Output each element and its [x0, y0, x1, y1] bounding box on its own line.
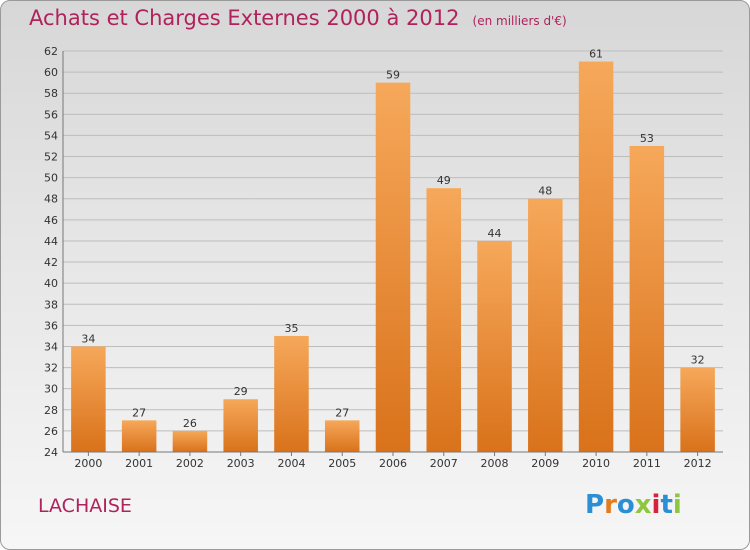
x-tick-label: 2003: [227, 457, 255, 470]
y-tick-label: 58: [44, 87, 58, 100]
bar: [578, 61, 614, 452]
x-tick-label: 2009: [531, 457, 559, 470]
data-label: 34: [81, 332, 95, 345]
data-label: 61: [589, 48, 603, 61]
bar: [375, 82, 411, 452]
x-tick-label: 2006: [379, 457, 407, 470]
data-label: 48: [538, 185, 552, 198]
data-label: 44: [488, 227, 502, 240]
bars: 34 27 26 29 35 27 59 49 44 48 61 53 32: [71, 48, 715, 452]
chart-subtitle: (en milliers d'€): [472, 14, 567, 28]
logo-letter: o: [616, 490, 635, 520]
x-tick-label: 2007: [430, 457, 458, 470]
title-block: Achats et Charges Externes 2000 à 2012 (…: [29, 6, 567, 30]
data-label: 26: [183, 417, 197, 430]
chart-title: Achats et Charges Externes 2000 à 2012: [29, 6, 460, 30]
y-tick-label: 32: [44, 362, 58, 375]
y-tick-label: 40: [44, 277, 58, 290]
bar: [629, 145, 665, 452]
data-label: 27: [132, 406, 146, 419]
logo-letter: x: [634, 490, 652, 520]
y-tick-label: 52: [44, 151, 58, 164]
data-label: 27: [335, 406, 349, 419]
y-tick-label: 28: [44, 404, 58, 417]
y-tick-label: 26: [44, 425, 58, 438]
y-tick-label: 62: [44, 45, 58, 58]
data-label: 32: [691, 354, 705, 367]
x-tick-label: 2001: [125, 457, 153, 470]
x-tick-label: 2008: [481, 457, 509, 470]
y-tick-label: 48: [44, 193, 58, 206]
x-tick-label: 2005: [328, 457, 356, 470]
logo-letter: P: [585, 490, 605, 520]
data-label: 59: [386, 69, 400, 82]
bar: [426, 188, 462, 452]
logo-letter: i: [651, 490, 661, 520]
bar: [477, 240, 512, 452]
y-tick-label: 34: [44, 340, 58, 353]
y-tick-label: 24: [44, 446, 58, 459]
commune-name: LACHAISE: [38, 495, 132, 517]
proxiti-logo[interactable]: Proxiti: [585, 490, 682, 520]
y-tick-label: 54: [44, 129, 58, 142]
bar: [274, 335, 309, 452]
x-tick-label: 2000: [74, 457, 102, 470]
y-tick-label: 56: [44, 108, 58, 121]
y-tick-label: 46: [44, 214, 58, 227]
bar: [172, 430, 208, 452]
y-tick-label: 42: [44, 256, 58, 269]
data-label: 53: [640, 132, 654, 145]
x-tick-label: 2011: [633, 457, 661, 470]
logo-letter: r: [604, 490, 617, 520]
bar: [680, 367, 715, 452]
x-tick-label: 2004: [277, 457, 305, 470]
bar: [223, 399, 258, 452]
y-tick-label: 60: [44, 66, 58, 79]
data-label: 49: [437, 174, 451, 187]
x-tick-label: 2010: [582, 457, 610, 470]
y-tick-label: 30: [44, 383, 58, 396]
bar: [528, 198, 563, 452]
logo-letter: i: [672, 490, 682, 520]
data-label: 35: [284, 322, 298, 335]
x-tick-label: 2012: [684, 457, 712, 470]
y-tick-label: 44: [44, 235, 58, 248]
x-axis: 2000 2001 2002 2003 2004 2005 2006 2007 2008 2009…: [63, 451, 723, 470]
bar: [121, 420, 157, 452]
bar: [71, 346, 106, 452]
y-tick-label: 36: [44, 319, 58, 332]
data-label: 29: [234, 385, 248, 398]
y-tick-label: 38: [44, 298, 58, 311]
y-axis: 24 26 28 30 32 34 36 38 40 42 44 46 48 50 52 54 56 58 60 62: [44, 45, 64, 459]
bar: [324, 420, 360, 452]
y-tick-label: 50: [44, 172, 58, 185]
logo-letter: t: [660, 490, 673, 520]
x-tick-label: 2002: [176, 457, 204, 470]
